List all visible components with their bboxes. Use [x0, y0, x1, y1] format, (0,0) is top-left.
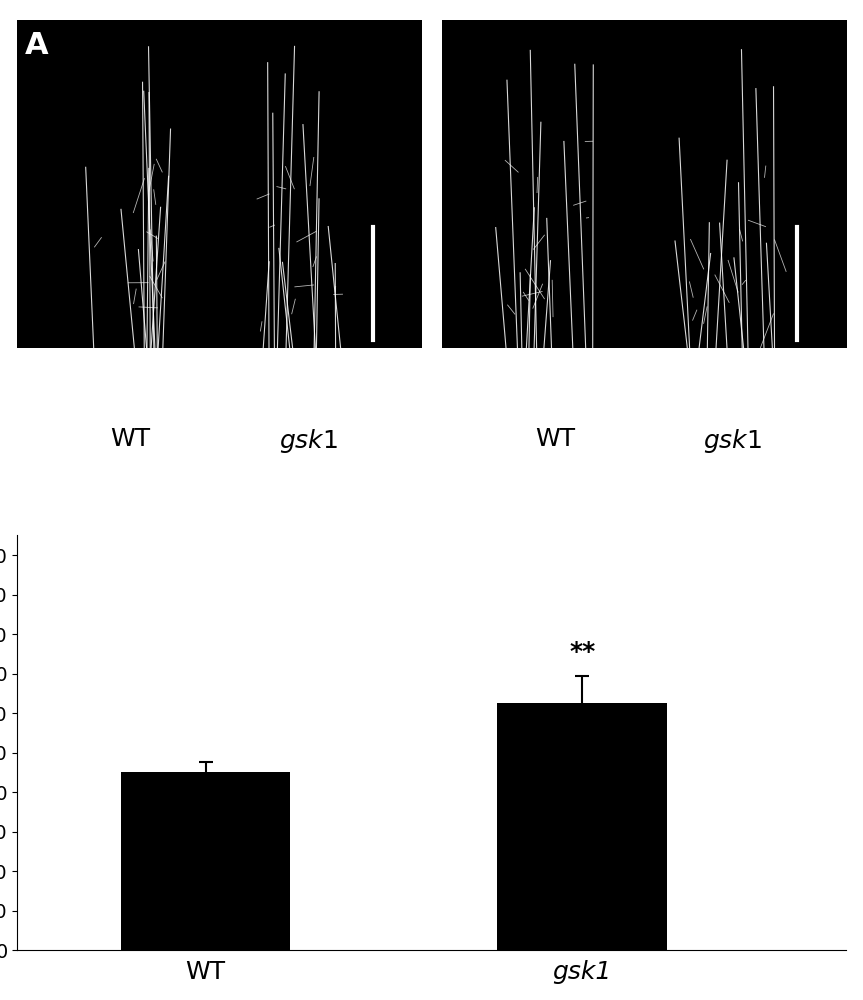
Text: **: **	[569, 640, 595, 664]
Text: $gsk1$: $gsk1$	[279, 427, 337, 455]
Bar	[497, 703, 667, 950]
Text: WT: WT	[110, 427, 150, 451]
Text: WT: WT	[535, 427, 575, 451]
Text: A: A	[25, 31, 49, 60]
Text: $gsk1$: $gsk1$	[703, 427, 762, 455]
Bar	[121, 772, 290, 950]
